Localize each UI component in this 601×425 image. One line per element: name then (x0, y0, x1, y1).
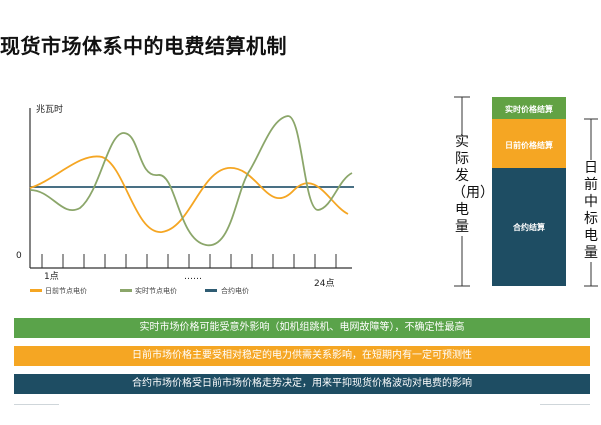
x-axis-ticks (41, 254, 337, 268)
segment-label-day-ahead: 日前价格结算 (505, 140, 553, 150)
footer-divider-left (14, 404, 59, 405)
price-curve-chart: 兆瓦时 0 1点 …… 24点 日前节点电价 实时节点电价 合约电价 实时价格结… (16, 96, 598, 295)
segment-real-time-settlement (492, 97, 566, 119)
segment-label-real-time: 实时价格结算 (505, 104, 553, 114)
legend-label-contract: 合约电价 (221, 286, 249, 295)
chart-legend: 日前节点电价 实时节点电价 合约电价 (30, 286, 249, 295)
x-mid-label: …… (184, 272, 202, 282)
y-axis-label: 兆瓦时 (36, 103, 63, 115)
footer-divider-right (540, 404, 590, 405)
legend-label-real-time: 实时节点电价 (135, 286, 177, 295)
legend-swatch-real-time (120, 289, 132, 292)
legend-swatch-day-ahead (30, 289, 42, 292)
day-ahead-volume-label: 日前中标电量 (581, 160, 601, 262)
day-ahead-price-curve (29, 155, 349, 233)
segment-label-contract: 合约结算 (512, 222, 545, 232)
settlement-stack-bar: 实时价格结算 日前价格结算 合约结算 (492, 97, 566, 286)
actual-volume-label: 实际发（用）电量 (452, 134, 494, 236)
legend-label-day-ahead: 日前节点电价 (45, 286, 87, 295)
page-title: 现货市场体系中的电费结算机制 (0, 34, 287, 58)
real-time-price-curve (29, 115, 353, 246)
banner-contract: 合约市场价格受日前市场价格走势决定，用来平抑现货价格波动对电费的影响 (14, 374, 590, 394)
banner-day-ahead: 日前市场价格主要受相对稳定的电力供需关系影响，在短期内有一定可预测性 (14, 346, 590, 366)
x-end-label: 24点 (314, 278, 334, 289)
banner-real-time: 实时市场价格可能受意外影响（如机组跳机、电网故障等），不确定性最高 (14, 318, 590, 338)
origin-label: 0 (16, 251, 22, 261)
segment-day-ahead-settlement (492, 119, 566, 168)
legend-swatch-contract (205, 289, 217, 292)
segment-contract-settlement (492, 168, 566, 286)
x-start-label: 1点 (44, 271, 59, 282)
